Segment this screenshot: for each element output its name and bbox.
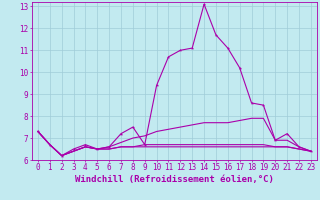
X-axis label: Windchill (Refroidissement éolien,°C): Windchill (Refroidissement éolien,°C) <box>75 175 274 184</box>
